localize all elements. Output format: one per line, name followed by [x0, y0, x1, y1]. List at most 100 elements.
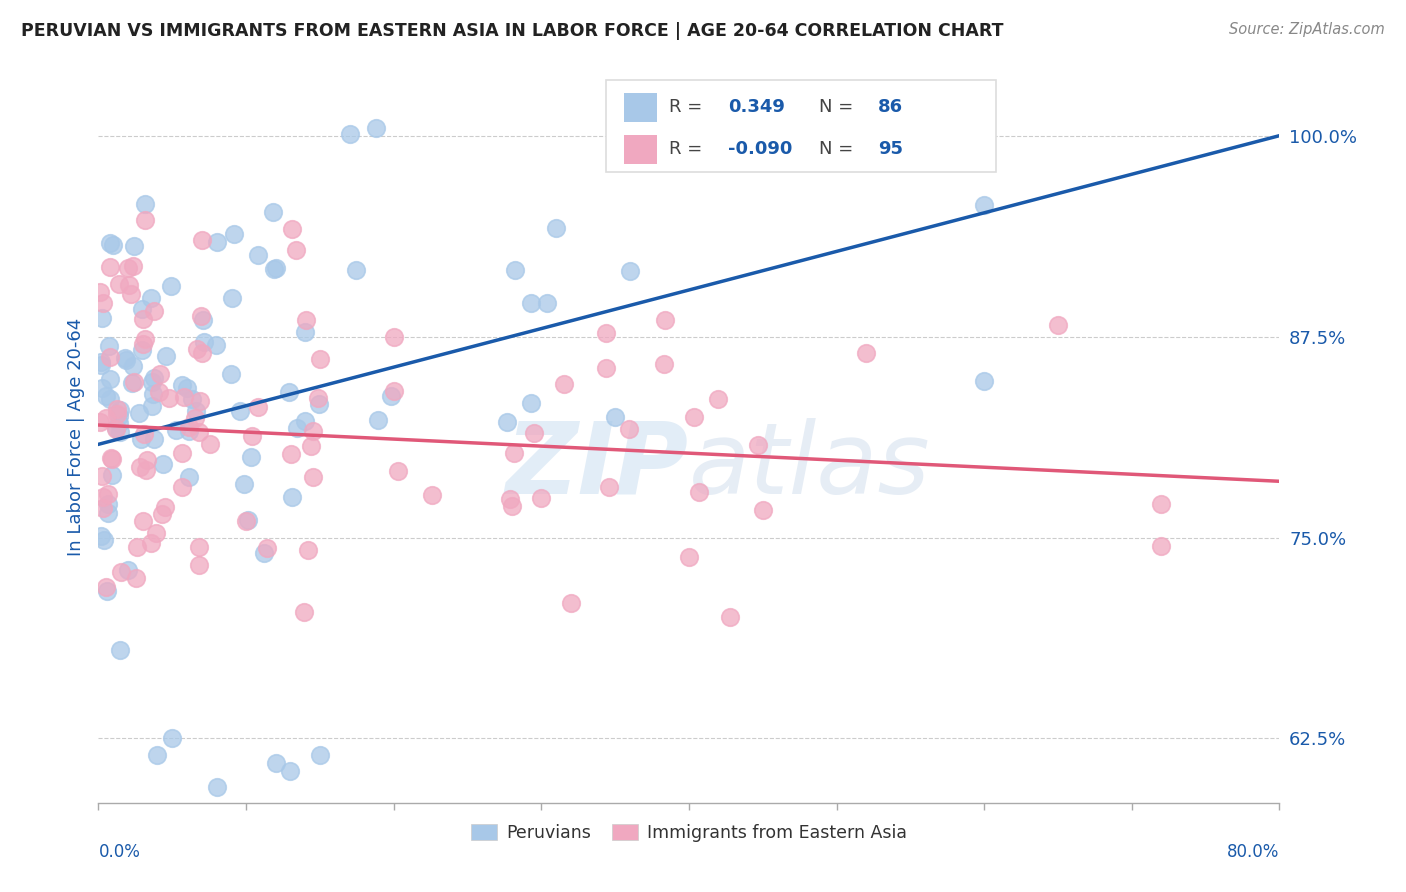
- Point: [96, 584, 118, 599]
- Point: [502, 446, 524, 460]
- Point: [100, 450, 122, 465]
- Point: [172, 480, 194, 494]
- Point: [128, 406, 150, 420]
- Point: [184, 411, 207, 425]
- Point: [855, 345, 877, 359]
- Point: [97, 498, 120, 512]
- Point: [131, 312, 153, 326]
- Point: [236, 513, 259, 527]
- Point: [107, 417, 129, 431]
- Point: [117, 260, 139, 275]
- Point: [519, 396, 541, 410]
- Point: [91, 296, 114, 310]
- Point: [256, 541, 278, 555]
- Point: [170, 446, 193, 460]
- Point: [124, 570, 146, 584]
- Point: [98, 392, 121, 407]
- Point: [546, 221, 568, 235]
- Point: [89, 285, 111, 299]
- Point: [221, 291, 243, 305]
- Point: [162, 731, 183, 746]
- Point: [496, 415, 519, 429]
- Point: [108, 643, 131, 657]
- Point: [190, 309, 212, 323]
- Point: [281, 490, 304, 504]
- Point: [141, 399, 163, 413]
- Point: [366, 120, 388, 135]
- Point: [294, 413, 316, 427]
- Point: [173, 390, 195, 404]
- Point: [98, 339, 121, 353]
- Point: [654, 313, 676, 327]
- Point: [523, 425, 546, 440]
- Text: -0.090: -0.090: [728, 140, 793, 159]
- Point: [420, 488, 443, 502]
- Text: N =: N =: [818, 98, 859, 116]
- Point: [91, 469, 114, 483]
- Point: [108, 409, 131, 423]
- Text: ZIP: ZIP: [506, 417, 689, 515]
- Point: [98, 260, 121, 275]
- Point: [747, 438, 769, 452]
- Point: [287, 420, 309, 434]
- Text: 0.349: 0.349: [728, 98, 785, 116]
- Point: [205, 780, 228, 794]
- Point: [1150, 539, 1173, 553]
- Point: [129, 432, 152, 446]
- Point: [309, 352, 332, 367]
- Point: [184, 404, 207, 418]
- Point: [91, 491, 114, 505]
- Point: [285, 243, 308, 257]
- Point: [186, 343, 208, 357]
- Point: [152, 457, 174, 471]
- Point: [302, 425, 325, 439]
- Text: Source: ZipAtlas.com: Source: ZipAtlas.com: [1229, 22, 1385, 37]
- Point: [277, 385, 299, 400]
- Point: [124, 239, 146, 253]
- Text: PERUVIAN VS IMMIGRANTS FROM EASTERN ASIA IN LABOR FORCE | AGE 20-64 CORRELATION : PERUVIAN VS IMMIGRANTS FROM EASTERN ASIA…: [21, 22, 1004, 40]
- Text: R =: R =: [669, 98, 707, 116]
- Point: [264, 756, 287, 770]
- Point: [205, 235, 228, 249]
- Point: [297, 543, 319, 558]
- Point: [157, 392, 180, 406]
- Point: [105, 402, 128, 417]
- Point: [295, 312, 318, 326]
- Point: [503, 262, 526, 277]
- Point: [141, 291, 163, 305]
- Point: [683, 410, 706, 425]
- Point: [188, 558, 211, 572]
- Text: N =: N =: [818, 140, 859, 159]
- Point: [263, 261, 285, 276]
- Point: [155, 500, 177, 514]
- Point: [520, 296, 543, 310]
- Point: [501, 499, 523, 513]
- Point: [121, 259, 143, 273]
- Text: 86: 86: [877, 98, 903, 116]
- Point: [240, 429, 263, 443]
- Point: [825, 120, 848, 135]
- Text: 80.0%: 80.0%: [1227, 843, 1279, 861]
- Point: [110, 565, 132, 579]
- Point: [339, 127, 361, 141]
- Point: [165, 423, 187, 437]
- Point: [553, 377, 575, 392]
- Point: [605, 409, 627, 424]
- Point: [280, 446, 302, 460]
- Point: [177, 420, 200, 434]
- Point: [198, 437, 221, 451]
- Point: [176, 381, 198, 395]
- Point: [100, 235, 122, 250]
- Point: [108, 425, 131, 440]
- Point: [619, 264, 641, 278]
- Point: [367, 412, 389, 426]
- Point: [110, 402, 132, 417]
- Point: [191, 345, 214, 359]
- Point: [247, 400, 270, 414]
- Text: 95: 95: [877, 140, 903, 159]
- Point: [93, 533, 115, 548]
- Point: [678, 549, 700, 564]
- Point: [121, 376, 143, 390]
- Point: [141, 375, 163, 389]
- FancyBboxPatch shape: [606, 80, 995, 171]
